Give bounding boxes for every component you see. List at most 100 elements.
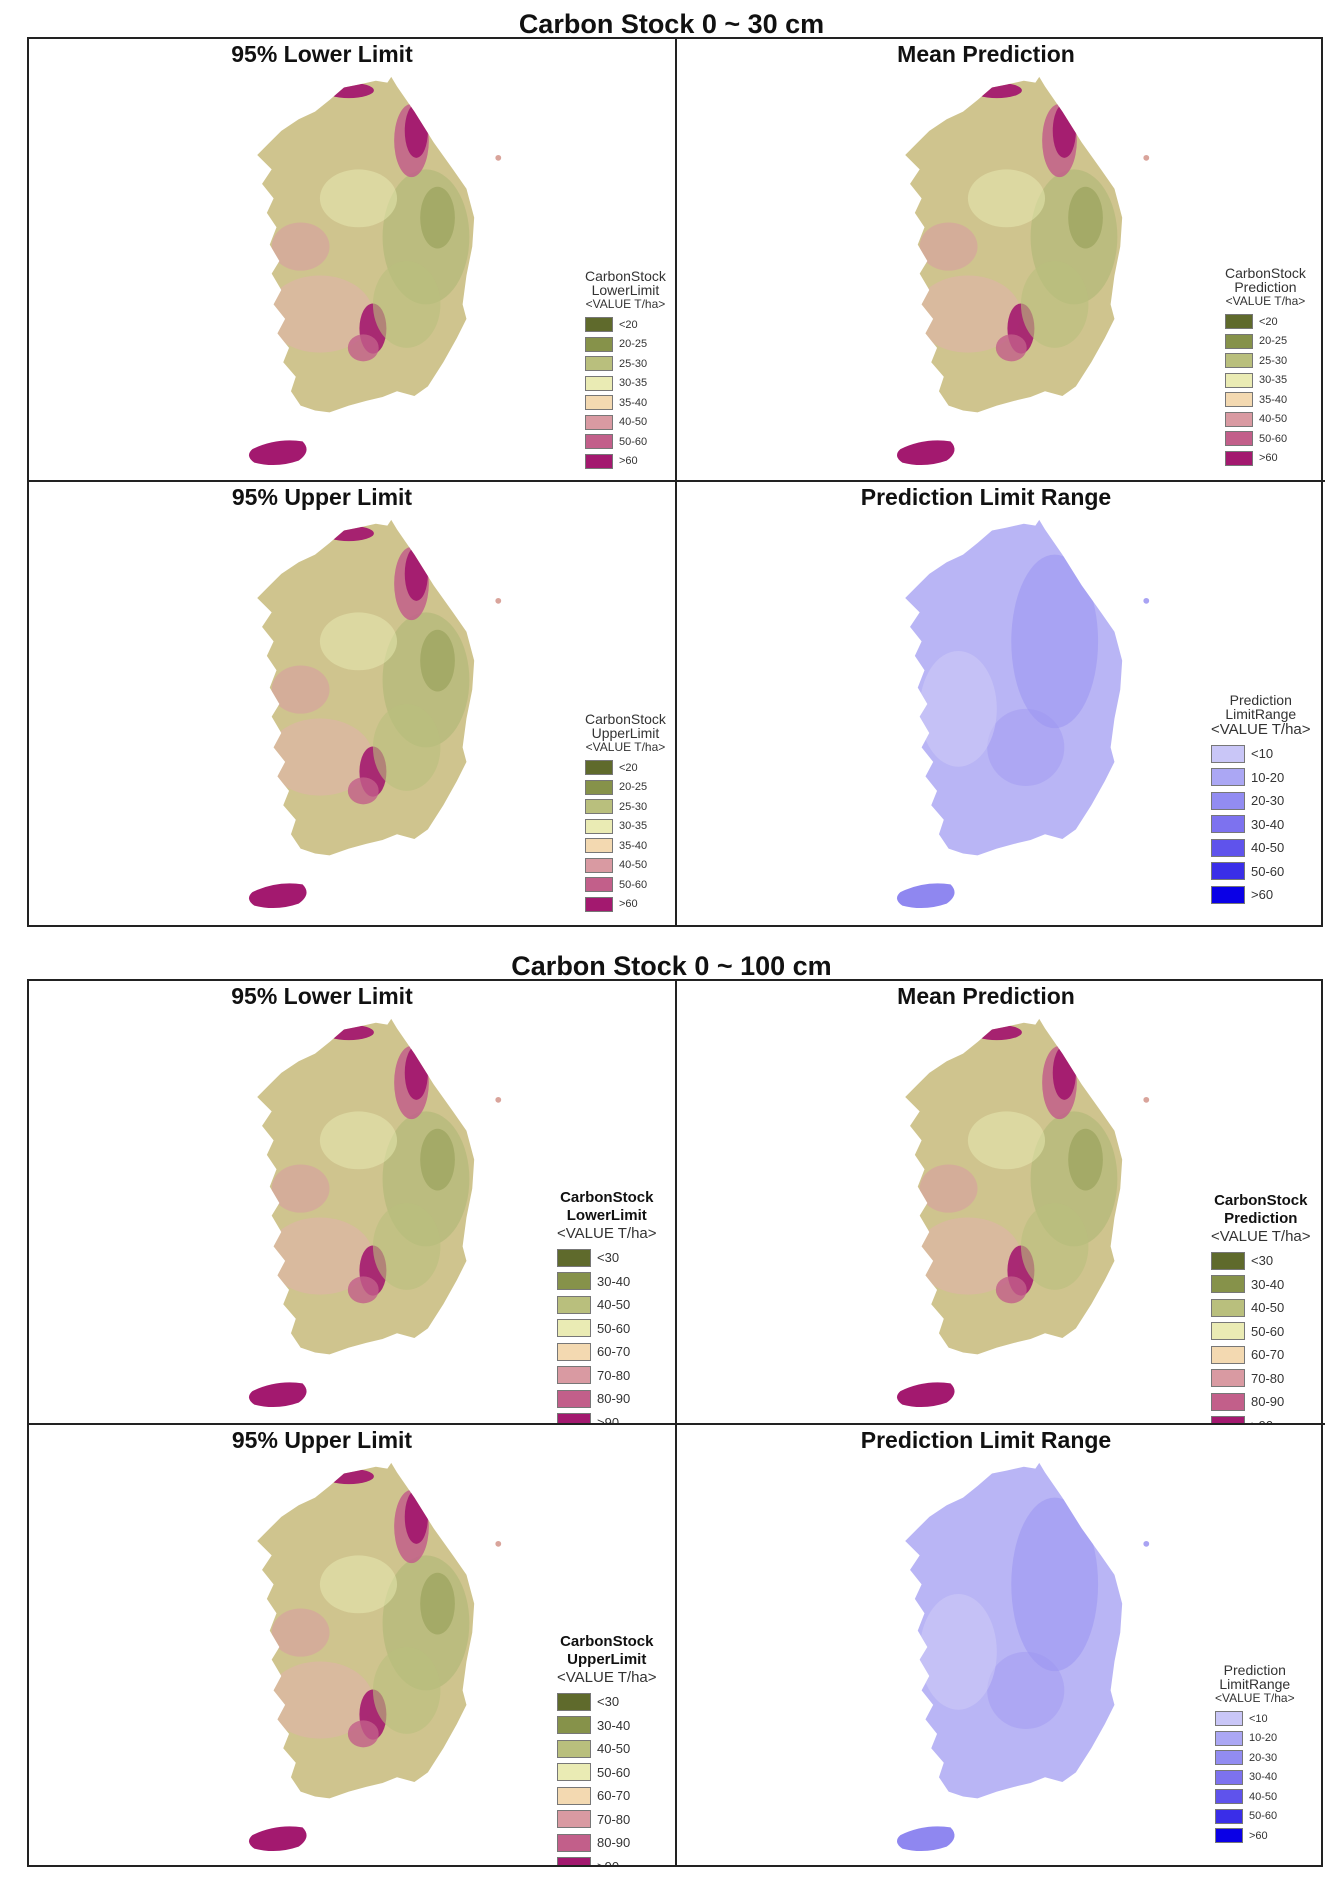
legend-swatch (557, 1272, 591, 1291)
legend-swatch (1211, 1298, 1245, 1317)
map-panel: 95% Upper Limit CarbonStock UpperLimit <VAL… (29, 482, 677, 925)
legend-swatch (585, 453, 613, 469)
ulleung-island (495, 154, 502, 161)
legend-item: <10 (1211, 742, 1311, 766)
map-panel: Mean Prediction CarbonStock Prediction <VAL… (677, 981, 1325, 1425)
legend-item: 40-50 (585, 413, 666, 433)
legend-swatch (1225, 353, 1253, 369)
legend-swatch (585, 896, 613, 912)
legend-item: 20-25 (585, 778, 666, 798)
legend-item: 10-20 (1211, 766, 1311, 790)
legend-item: 50-60 (1211, 1320, 1311, 1344)
map-legend: CarbonStock Prediction <VALUE T/ha> <20 20-2… (1225, 266, 1306, 468)
legend-title: CarbonStock (585, 711, 666, 727)
korea-carbon-map (896, 76, 1150, 466)
legend-label: 80-90 (597, 1391, 631, 1407)
legend-label: 40-50 (619, 859, 648, 872)
legend-item: 40-50 (1225, 410, 1306, 430)
legend-swatch (1211, 1322, 1245, 1341)
map-legend: CarbonStock UpperLimit <VALUE T/ha> <30 30-4… (557, 1633, 657, 1865)
legend-swatch (585, 760, 613, 776)
legend-swatch (585, 779, 613, 795)
legend-label: 70-80 (597, 1367, 631, 1383)
legend-item: 60-70 (557, 1784, 657, 1808)
legend-title: Prediction (1234, 279, 1297, 295)
jeju-island (896, 440, 955, 466)
legend-swatch (1211, 768, 1245, 787)
legend-label: 60-70 (597, 1344, 631, 1360)
legend-label: 30-40 (597, 1273, 631, 1289)
legend-swatch (585, 356, 613, 372)
legend-swatch (1215, 1808, 1243, 1824)
legend-label: 30-35 (619, 820, 648, 833)
legend-item: 40-50 (1215, 1787, 1295, 1807)
legend-label: 40-50 (1251, 1300, 1285, 1316)
legend-swatch (1215, 1730, 1243, 1746)
legend-item: 50-60 (557, 1761, 657, 1785)
legend-label: 60-70 (597, 1788, 631, 1804)
legend-item: 30-35 (585, 817, 666, 837)
legend-label: <20 (619, 761, 638, 774)
map-legend: CarbonStock LowerLimit <VALUE T/ha> <30 30-4… (557, 1189, 657, 1423)
legend-swatch (585, 375, 613, 391)
legend-title: CarbonStock (585, 268, 666, 284)
panel-title: Mean Prediction (897, 41, 1075, 67)
legend-unit: <VALUE T/ha> (1215, 1691, 1295, 1705)
legend-label: 20-25 (1259, 335, 1288, 348)
legend-item: >60 (1211, 883, 1311, 907)
korea-range-map (896, 519, 1150, 909)
legend-label: 50-60 (1259, 432, 1288, 445)
legend-item: 50-60 (557, 1317, 657, 1341)
legend-title: LowerLimit (591, 282, 660, 298)
legend-item: 80-90 (1211, 1390, 1311, 1414)
map-legend: CarbonStock LowerLimit <VALUE T/ha> <20 20-2… (585, 269, 666, 471)
legend-swatch (585, 857, 613, 873)
legend-label: 25-30 (1259, 354, 1288, 367)
legend-label: 25-30 (619, 357, 648, 370)
jeju-island (248, 883, 307, 909)
legend-swatch (1215, 1828, 1243, 1844)
legend-item: 35-40 (585, 836, 666, 856)
jeju-island (248, 1826, 307, 1852)
legend-item: 35-40 (1225, 390, 1306, 410)
legend-swatch (557, 1342, 591, 1361)
legend-label: 50-60 (1249, 1810, 1278, 1823)
legend-item: <20 (1225, 312, 1306, 332)
legend-swatch (1225, 372, 1253, 388)
legend-item: 80-90 (557, 1387, 657, 1411)
legend-swatch (585, 395, 613, 411)
legend-label: 35-40 (619, 396, 648, 409)
legend-swatch (585, 877, 613, 893)
legend-label: <20 (1259, 315, 1278, 328)
legend-swatch (1211, 815, 1245, 834)
legend-label: 40-50 (1249, 1790, 1278, 1803)
legend-item: 30-35 (585, 374, 666, 394)
legend-swatch (557, 1248, 591, 1267)
legend-swatch (557, 1739, 591, 1758)
legend-label: 80-90 (1251, 1394, 1285, 1410)
legend-label: 30-40 (597, 1717, 631, 1733)
legend-label: 50-60 (597, 1764, 631, 1780)
legend-title: LowerLimit (566, 1207, 647, 1224)
legend-swatch (585, 838, 613, 854)
legend-swatch (585, 336, 613, 352)
legend-label: 50-60 (597, 1320, 631, 1336)
legend-swatch (1211, 838, 1245, 857)
legend-title: CarbonStock (1214, 1192, 1308, 1209)
legend-label: 60-70 (1251, 1347, 1285, 1363)
korea-carbon-map (248, 1018, 502, 1408)
legend-unit: <VALUE T/ha> (557, 1669, 657, 1686)
legend-item: 40-50 (557, 1737, 657, 1761)
legend-label: 40-50 (1251, 840, 1285, 856)
legend-label: 40-50 (597, 1741, 631, 1757)
legend-label: <10 (1249, 1712, 1268, 1725)
korea-carbon-map (248, 1462, 502, 1852)
legend-item: <20 (585, 758, 666, 778)
ulleung-island (495, 1096, 502, 1103)
legend-item: 40-50 (585, 856, 666, 876)
legend-swatch (1215, 1750, 1243, 1766)
legend-item: 20-30 (1215, 1748, 1295, 1768)
legend-label: 10-20 (1251, 769, 1285, 785)
legend-title: Prediction (1223, 1662, 1286, 1678)
ulleung-island (1143, 1540, 1150, 1547)
